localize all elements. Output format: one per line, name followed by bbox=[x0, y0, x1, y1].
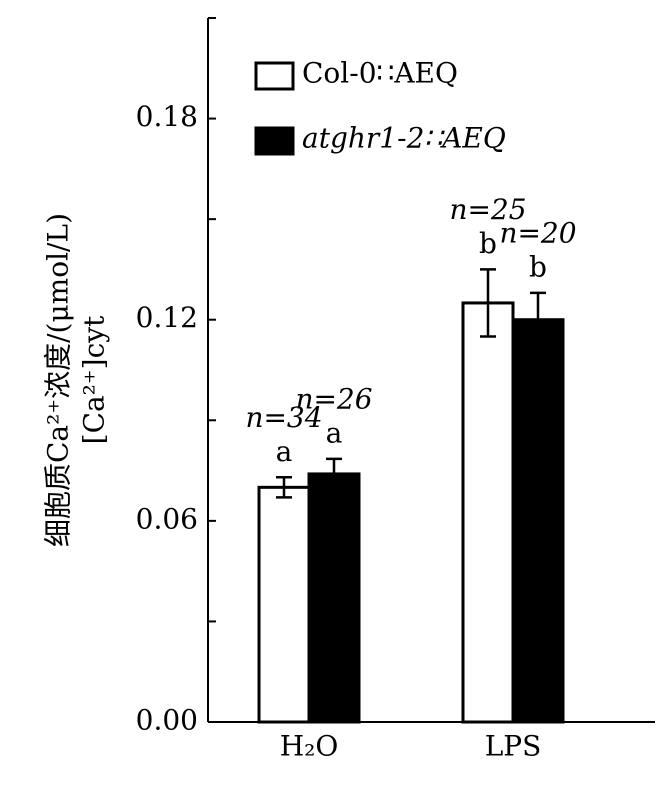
n-label: n=34 bbox=[245, 401, 322, 434]
y-axis-title: 细胞质Ca²⁺浓度/(μmol/L) [Ca²⁺]cyt bbox=[42, 213, 111, 547]
y-label-line: 细胞质Ca²⁺浓度/(μmol/L) bbox=[42, 213, 75, 547]
x-tick-label: H₂O bbox=[280, 730, 339, 763]
y-tick-label: 0.12 bbox=[136, 301, 198, 334]
error-bar bbox=[530, 291, 546, 348]
letter-label: a bbox=[276, 435, 293, 468]
y-tick-label: 0.00 bbox=[136, 704, 198, 737]
bar bbox=[257, 485, 311, 724]
letter-label: b bbox=[479, 227, 497, 260]
error-bar bbox=[326, 457, 342, 491]
n-label: n=26 bbox=[295, 382, 372, 415]
bar bbox=[511, 318, 565, 724]
bar bbox=[461, 301, 515, 724]
n-label: n=25 bbox=[449, 193, 526, 226]
legend-swatch bbox=[254, 126, 295, 156]
n-label: n=20 bbox=[499, 216, 576, 249]
x-tick-label: LPS bbox=[485, 730, 542, 763]
y-tick-label: 0.06 bbox=[136, 502, 198, 535]
y-tick-label: 0.18 bbox=[136, 100, 198, 133]
y-label-line: [Ca²⁺]cyt bbox=[78, 315, 111, 444]
bar bbox=[307, 472, 361, 724]
error-bar bbox=[480, 268, 496, 338]
error-bar bbox=[276, 476, 292, 499]
letter-label: b bbox=[529, 250, 547, 283]
legend-label: Col-0∷AEQ bbox=[302, 57, 458, 90]
legend-label: atghr1-2∷AEQ bbox=[302, 122, 506, 155]
letter-label: a bbox=[326, 416, 343, 449]
legend-swatch bbox=[254, 61, 295, 91]
